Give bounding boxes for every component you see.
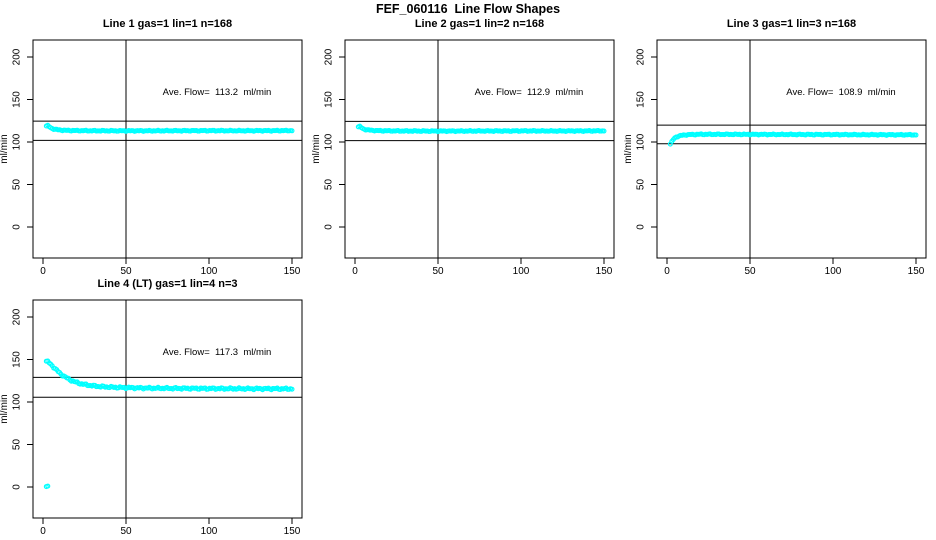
x-axis-tick-label: 100: [825, 266, 842, 277]
data-points: [667, 131, 919, 147]
y-axis-label: ml/min: [0, 394, 10, 423]
x-axis-tick-label: 50: [744, 266, 756, 277]
y-axis-tick-label: 200: [12, 308, 23, 325]
x-axis-tick-label: 150: [596, 266, 613, 277]
panel-2-ave-flow-annotation: Ave. Flow= 112.9 ml/min: [474, 87, 584, 98]
flow-panel-3: 0 50 100 150 0 50 100 150 200 ml/min Line 3 gas=1…: [624, 15, 936, 277]
page-title: FEF_060116 Line Flow Shapes: [375, 2, 561, 16]
y-axis-tick-label: 50: [12, 179, 23, 191]
panel-4-title: Line 4 (LT) gas=1 lin=4 n=3: [97, 278, 238, 290]
panel-3-title: Line 3 gas=1 lin=3 n=168: [726, 18, 857, 30]
y-axis-tick-label: 150: [636, 91, 647, 108]
panel-1-title: Line 1 gas=1 lin=1 n=168: [102, 18, 233, 30]
y-axis-tick-label: 200: [12, 48, 23, 65]
y-axis-tick-label: 200: [636, 48, 647, 65]
x-axis-tick-label: 100: [513, 266, 530, 277]
x-axis-tick-label: 0: [40, 266, 46, 277]
y-axis-tick-label: 50: [12, 439, 23, 451]
y-axis-tick-label: 0: [636, 224, 647, 230]
y-axis-tick-label: 0: [12, 224, 23, 230]
y-axis-tick-label: 50: [324, 179, 335, 191]
y-axis-tick-label: 200: [324, 48, 335, 65]
y-axis-tick-label: 0: [324, 224, 335, 230]
x-axis-tick-label: 50: [120, 526, 132, 537]
panel-2-title: Line 2 gas=1 lin=2 n=168: [414, 18, 545, 30]
x-axis-tick-label: 100: [201, 526, 218, 537]
y-axis-label: ml/min: [312, 134, 322, 163]
y-axis-tick-label: 100: [324, 133, 335, 150]
x-axis-tick-label: 0: [40, 526, 46, 537]
plot-box: [32, 39, 303, 259]
plot-box: [344, 39, 615, 259]
panel-2-chart: 0 50 100 150 0 50 100 150 200 ml/min: [312, 39, 615, 277]
y-axis-tick-label: 50: [636, 179, 647, 191]
panel-1-ave-flow-annotation: Ave. Flow= 113.2 ml/min: [162, 87, 272, 98]
x-axis-tick-label: 0: [352, 266, 358, 277]
x-axis-tick-label: 50: [432, 266, 444, 277]
data-point: [913, 132, 919, 138]
data-point: [601, 128, 607, 134]
x-axis-tick-label: 100: [201, 266, 218, 277]
panel-3-chart: 0 50 100 150 0 50 100 150 200 ml/min: [624, 39, 927, 277]
flow-panel-4: 0 50 100 150 0 50 100 150 200 ml/min Line 4 (LT) …: [0, 275, 312, 537]
y-axis-tick-label: 100: [12, 133, 23, 150]
y-axis-tick-label: 150: [324, 91, 335, 108]
flow-panel-1: 0 50 100 150 0 50 100 150 200 ml/min Line 1 gas=1…: [0, 15, 312, 277]
data-points: [43, 358, 295, 490]
y-axis-tick-label: 150: [12, 351, 23, 368]
data-point: [289, 386, 295, 392]
panel-3-ave-flow-annotation: Ave. Flow= 108.9 ml/min: [786, 87, 896, 98]
data-points: [355, 123, 607, 135]
y-axis-tick-label: 100: [12, 393, 23, 410]
x-axis-tick-label: 150: [908, 266, 925, 277]
panel-4-ave-flow-annotation: Ave. Flow= 117.3 ml/min: [162, 347, 272, 358]
data-point: [289, 128, 295, 134]
outlier-data-point: [45, 483, 51, 489]
x-axis-tick-label: 150: [284, 526, 301, 537]
flow-panel-2: 0 50 100 150 0 50 100 150 200 ml/min Line 2 gas=1…: [312, 15, 624, 277]
y-axis-tick-label: 150: [12, 91, 23, 108]
y-axis-label: ml/min: [624, 134, 634, 163]
plot-box: [656, 39, 927, 259]
x-axis-tick-label: 150: [284, 266, 301, 277]
y-axis-label: ml/min: [0, 134, 10, 163]
panel-4-chart: 0 50 100 150 0 50 100 150 200 ml/min: [0, 299, 303, 537]
data-points: [43, 122, 295, 134]
panel-1-chart: 0 50 100 150 0 50 100 150 200 ml/min: [0, 39, 303, 277]
x-axis-tick-label: 50: [120, 266, 132, 277]
x-axis-tick-label: 0: [664, 266, 670, 277]
y-axis-tick-label: 0: [12, 484, 23, 490]
plot-box: [32, 299, 303, 519]
y-axis-tick-label: 100: [636, 133, 647, 150]
